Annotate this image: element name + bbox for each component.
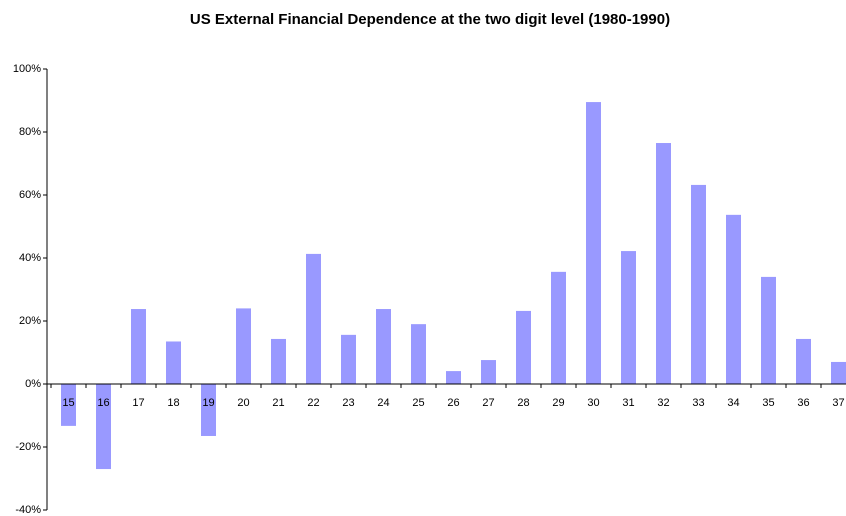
- x-tick-label: 33: [692, 397, 704, 409]
- chart-title: US External Financial Dependence at the …: [190, 11, 670, 28]
- y-tick-label: 80%: [19, 126, 41, 138]
- bar: [376, 309, 391, 384]
- bar: [306, 253, 321, 384]
- bar: [446, 371, 461, 384]
- x-tick-label: 28: [517, 397, 529, 409]
- y-tick-label: -20%: [15, 441, 41, 453]
- y-tick-label: -40%: [15, 504, 41, 516]
- bar: [166, 341, 181, 384]
- x-tick-label: 37: [832, 397, 844, 409]
- bar: [726, 214, 741, 384]
- bar: [236, 308, 251, 384]
- x-tick-label: 27: [482, 397, 494, 409]
- x-tick-label: 25: [412, 397, 424, 409]
- x-tick-label: 21: [272, 397, 284, 409]
- x-tick-label: 19: [202, 397, 214, 409]
- bar: [341, 334, 356, 384]
- x-tick-label: 16: [97, 397, 109, 409]
- bar: [586, 102, 601, 384]
- bar: [131, 309, 146, 384]
- x-tick-label: 26: [447, 397, 459, 409]
- bar: [656, 143, 671, 384]
- bar: [691, 184, 706, 384]
- bar: [411, 324, 426, 384]
- y-tick-label: 60%: [19, 189, 41, 201]
- x-tick-label: 29: [552, 397, 564, 409]
- bar: [551, 271, 566, 384]
- x-tick-label: 17: [132, 397, 144, 409]
- y-tick-label: 20%: [19, 315, 41, 327]
- bar: [201, 384, 216, 436]
- x-tick-label: 32: [657, 397, 669, 409]
- x-tick-label: 20: [237, 397, 249, 409]
- x-tick-label: 36: [797, 397, 809, 409]
- bar: [61, 384, 76, 426]
- x-tick-label: 30: [587, 397, 599, 409]
- bar: [516, 310, 531, 384]
- x-tick-label: 15: [62, 397, 74, 409]
- bar: [621, 251, 636, 384]
- x-tick-label: 35: [762, 397, 774, 409]
- x-tick-label: 18: [167, 397, 179, 409]
- bar: [481, 360, 496, 384]
- x-tick-label: 34: [727, 397, 739, 409]
- bar: [831, 361, 846, 384]
- bar: [761, 276, 776, 384]
- x-tick-label: 22: [307, 397, 319, 409]
- y-tick-label: 100%: [13, 63, 41, 75]
- y-tick-label: 0%: [25, 378, 41, 390]
- x-tick-label: 23: [342, 397, 354, 409]
- bar: [796, 338, 811, 384]
- x-tick-label: 24: [377, 397, 389, 409]
- x-tick-label: 31: [622, 397, 634, 409]
- bar: [271, 338, 286, 384]
- y-tick-label: 40%: [19, 252, 41, 264]
- bar: [96, 384, 111, 470]
